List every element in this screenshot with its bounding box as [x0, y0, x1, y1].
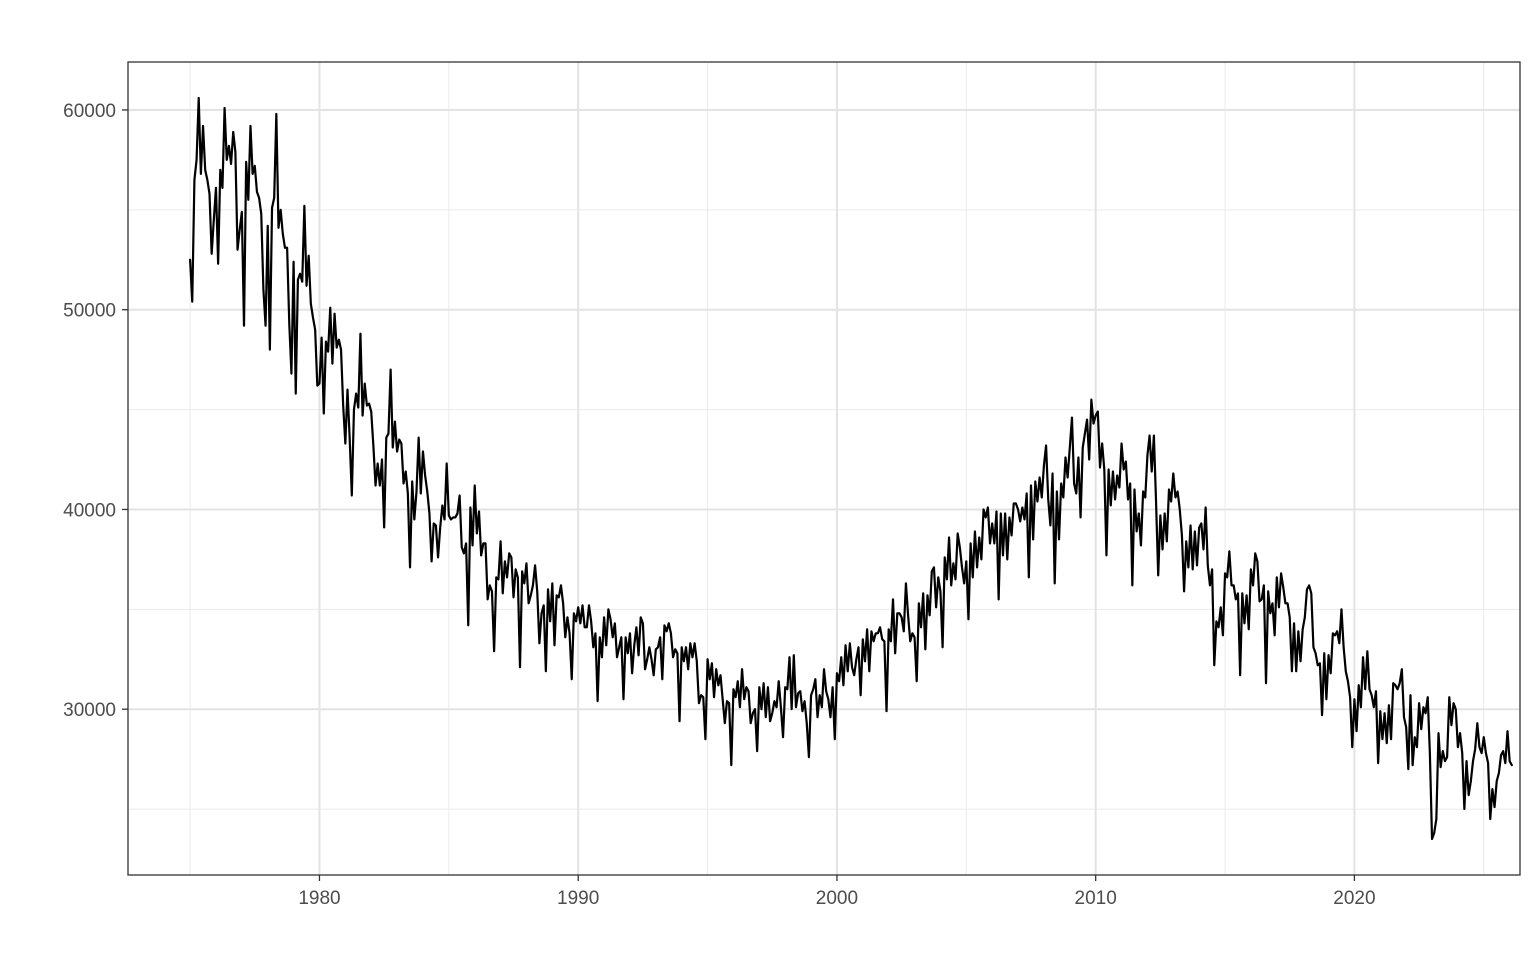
minor-gridlines	[128, 62, 1520, 875]
x-tick-label: 1990	[557, 888, 599, 909]
y-tick-label: 60000	[63, 101, 116, 122]
x-tick-label: 1980	[298, 888, 340, 909]
x-tick-label: 2020	[1333, 888, 1375, 909]
series-line	[189, 96, 1513, 841]
major-gridlines	[128, 62, 1520, 875]
plot-border	[127, 61, 1521, 876]
y-axis: 30000 40000 50000 60000	[63, 101, 128, 721]
x-tick-label: 2000	[816, 888, 858, 909]
y-tick-label: 50000	[63, 301, 116, 322]
y-tick-label: 30000	[63, 700, 116, 721]
x-tick-label: 2010	[1075, 888, 1117, 909]
y-tick-label: 40000	[63, 500, 116, 521]
x-axis: 1980 1990 2000 2010 2020	[298, 875, 1376, 909]
